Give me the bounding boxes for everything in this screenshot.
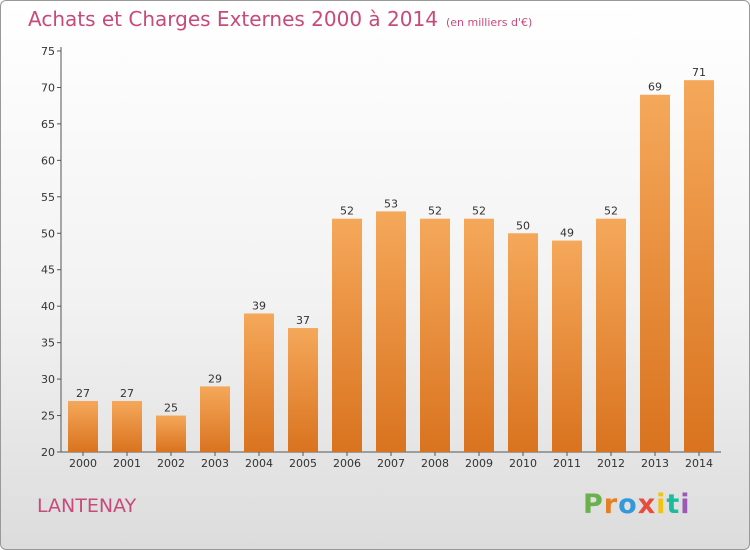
bar-value-label: 69 (648, 81, 662, 94)
bar (508, 233, 538, 452)
bar-value-label: 49 (560, 227, 574, 240)
bar-value-label: 25 (164, 402, 178, 415)
bar (420, 218, 450, 452)
bar-value-label: 52 (428, 205, 442, 218)
bar-value-label: 37 (296, 314, 310, 327)
town-name: LANTENAY (37, 495, 137, 517)
y-tick-label: 20 (41, 446, 55, 459)
bar-value-label: 29 (208, 372, 222, 385)
x-tick-label: 2014 (685, 457, 713, 470)
y-tick-label: 45 (41, 264, 55, 277)
y-tick-label: 70 (41, 81, 55, 94)
y-tick-label: 40 (41, 300, 55, 313)
x-tick-label: 2006 (333, 457, 361, 470)
logo-letter: P (583, 489, 604, 520)
bar (288, 328, 318, 452)
bar-value-label: 53 (384, 197, 398, 210)
y-tick-label: 50 (41, 227, 55, 240)
y-tick-label: 25 (41, 410, 55, 423)
x-tick-label: 2010 (509, 457, 537, 470)
bar-value-label: 52 (604, 205, 618, 218)
x-tick-label: 2005 (289, 457, 317, 470)
bar-value-label: 71 (692, 66, 706, 79)
bar-value-label: 27 (76, 387, 90, 400)
logo-letter: x (637, 489, 657, 520)
bar (596, 218, 626, 452)
y-tick-label: 75 (41, 45, 55, 58)
x-tick-label: 2003 (201, 457, 229, 470)
bar (200, 386, 230, 452)
chart-title-unit: (en milliers d'€) (445, 16, 533, 29)
x-tick-label: 2012 (597, 457, 625, 470)
proxiti-logo[interactable]: Proxiti (583, 489, 691, 520)
bar-value-label: 50 (516, 219, 530, 232)
x-tick-label: 2009 (465, 457, 493, 470)
x-tick-label: 2011 (553, 457, 581, 470)
logo-letter: i (680, 489, 691, 520)
bar (156, 415, 186, 452)
x-tick-label: 2004 (245, 457, 273, 470)
x-tick-label: 2008 (421, 457, 449, 470)
y-tick-label: 65 (41, 118, 55, 131)
y-tick-label: 55 (41, 191, 55, 204)
chart-title-main: Achats et Charges Externes 2000 à 2014 (28, 7, 438, 31)
logo-letter: r (603, 489, 619, 520)
bar (552, 240, 582, 452)
chart-title: Achats et Charges Externes 2000 à 2014 (e… (28, 7, 532, 31)
bar (68, 400, 98, 452)
bar-value-label: 39 (252, 299, 266, 312)
logo-letter: t (666, 489, 681, 520)
axes: 20 25 30 35 40 45 50 55 60 65 70 75 2000 2001 2002 2003… (41, 45, 721, 470)
x-tick-label: 2002 (157, 457, 185, 470)
bar-value-label: 27 (120, 387, 134, 400)
x-tick-label: 2007 (377, 457, 405, 470)
y-tick-label: 35 (41, 337, 55, 350)
bar (112, 400, 142, 452)
y-tick-label: 60 (41, 154, 55, 167)
y-tick-label: 30 (41, 373, 55, 386)
x-tick-label: 2013 (641, 457, 669, 470)
bar-value-label: 52 (340, 205, 354, 218)
logo-letter: i (656, 489, 667, 520)
logo-letter: o (618, 489, 638, 520)
bar (464, 218, 494, 452)
bar (640, 94, 670, 452)
bar (244, 313, 274, 452)
bars: 27 27 25 29 39 37 52 53 52 52 50 49 52 69 71 (68, 66, 714, 452)
bar (332, 218, 362, 452)
x-tick-label: 2001 (113, 457, 141, 470)
bar (376, 211, 406, 452)
bar-value-label: 52 (472, 205, 486, 218)
bar (684, 80, 714, 452)
x-tick-label: 2000 (69, 457, 97, 470)
